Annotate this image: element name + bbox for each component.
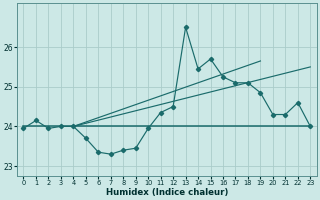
X-axis label: Humidex (Indice chaleur): Humidex (Indice chaleur) bbox=[106, 188, 228, 197]
